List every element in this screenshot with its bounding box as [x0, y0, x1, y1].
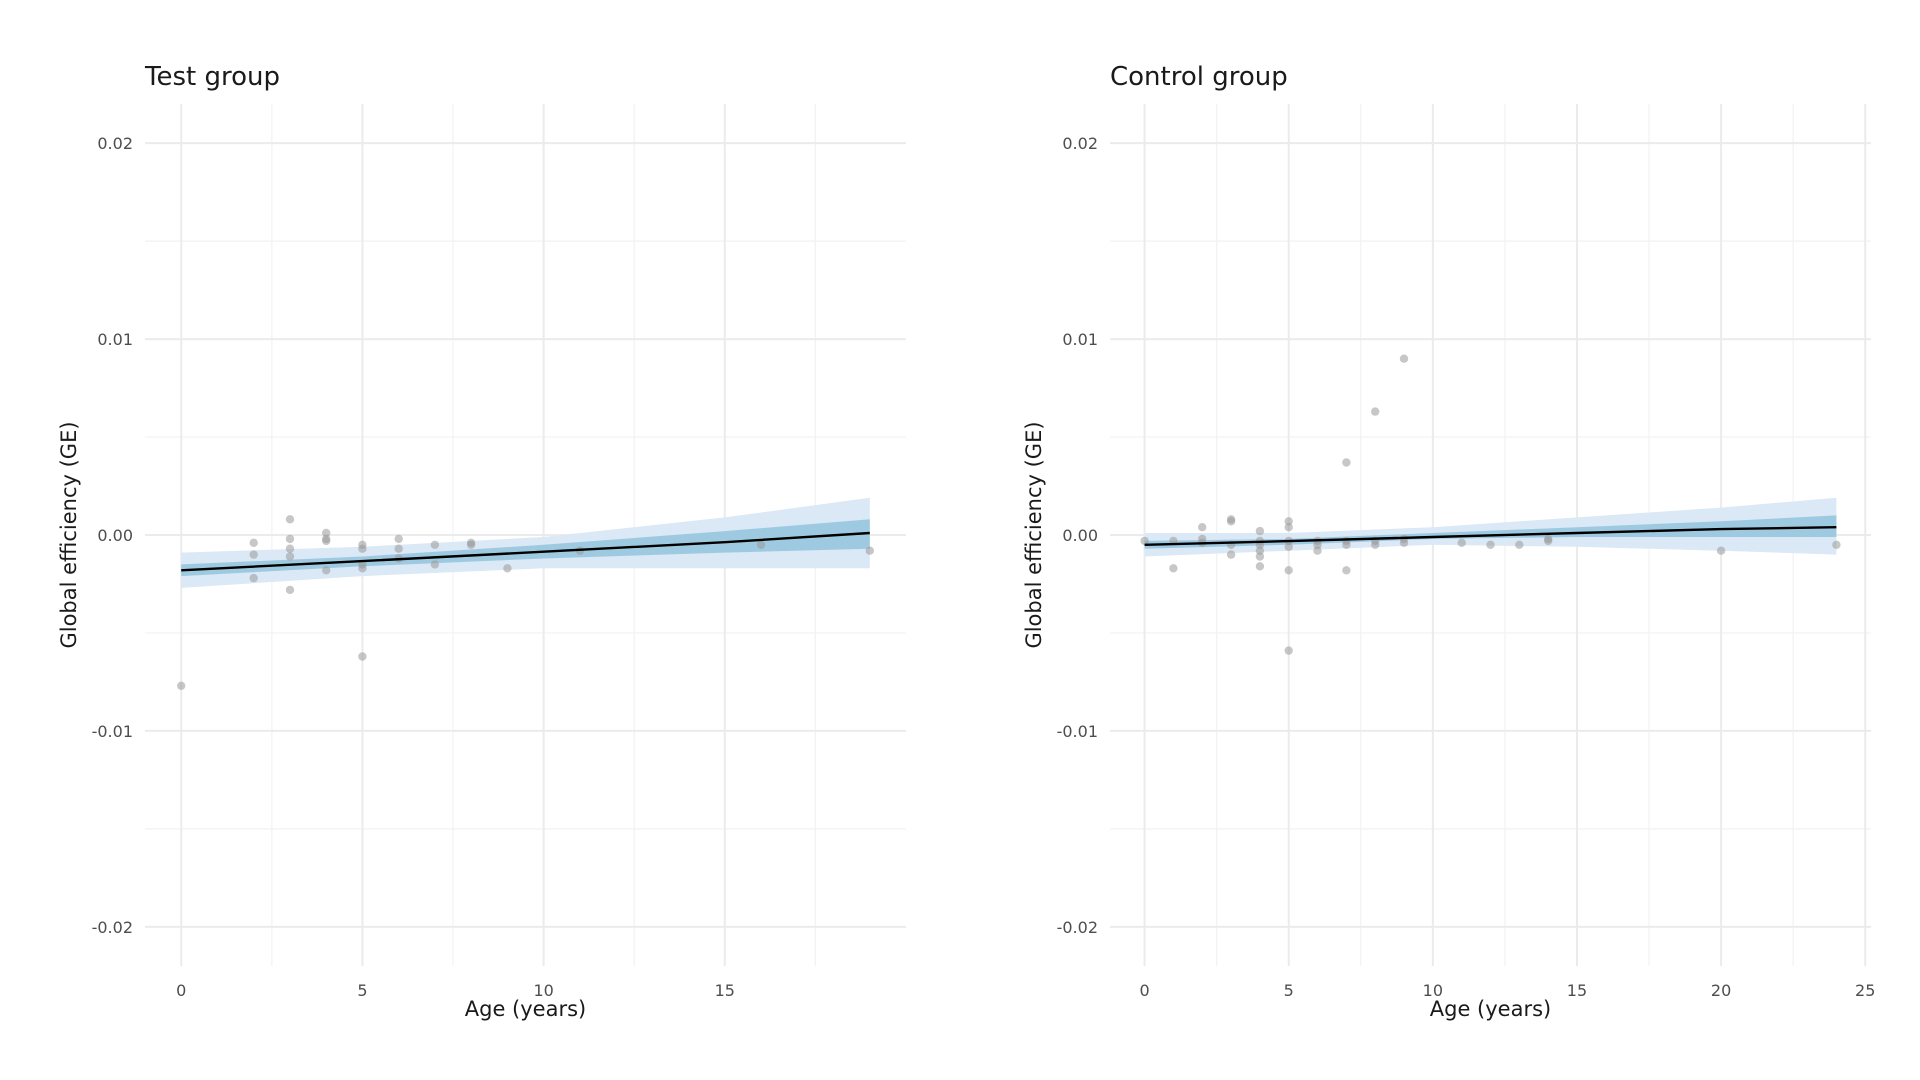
- test-group-panel: -0.02 -0.01 0.00 0.01 0.02 0 5 10 15 Age (years) G…: [57, 62, 906, 1021]
- data-point: [1342, 540, 1351, 549]
- data-point: [503, 564, 512, 573]
- y-tick-label: -0.02: [1057, 918, 1098, 937]
- y-tick-label: 0.02: [1062, 134, 1098, 153]
- data-point: [1371, 407, 1380, 416]
- y-axis-title: Global efficiency (GE): [1022, 421, 1046, 648]
- panel-title: Control group: [1110, 62, 1288, 92]
- data-point: [466, 540, 476, 549]
- data-point: [1399, 354, 1409, 363]
- data-point: [1399, 538, 1409, 547]
- fit-line: [1144, 526, 1837, 546]
- data-point: [1284, 646, 1293, 655]
- data-point: [1486, 540, 1495, 549]
- data-points: [1140, 354, 1841, 655]
- data-point: [249, 573, 258, 583]
- data-point: [322, 536, 331, 546]
- data-point: [358, 544, 367, 553]
- data-point: [394, 534, 403, 544]
- y-tick-label: 0.00: [1062, 526, 1098, 545]
- x-tick-label: 5: [357, 981, 367, 1000]
- x-axis-title: Age (years): [465, 997, 586, 1021]
- data-point: [285, 544, 295, 553]
- data-point: [394, 544, 403, 553]
- data-point: [249, 538, 258, 547]
- data-point: [1284, 542, 1293, 551]
- data-point: [1255, 526, 1265, 536]
- data-point: [1371, 540, 1380, 549]
- data-point: [1832, 540, 1841, 549]
- y-tick-label: 0.00: [97, 526, 133, 545]
- x-tick-label: 0: [176, 981, 186, 1000]
- data-point: [1716, 546, 1726, 555]
- data-point: [1284, 566, 1293, 575]
- y-tick-label: -0.01: [1057, 722, 1098, 741]
- y-tick-label: 0.02: [97, 134, 133, 153]
- data-point: [1544, 536, 1553, 546]
- data-point: [1226, 517, 1236, 526]
- x-tick-label: 10: [533, 981, 553, 1000]
- data-point: [430, 560, 440, 569]
- y-tick-label: -0.01: [92, 722, 133, 741]
- x-tick-label: 10: [1423, 981, 1443, 1000]
- data-point: [285, 534, 295, 544]
- panel-title: Test group: [144, 62, 280, 92]
- data-points: [177, 515, 874, 690]
- data-point: [1284, 523, 1293, 532]
- data-point: [285, 585, 295, 595]
- x-axis-title: Age (years): [1430, 997, 1551, 1021]
- data-point: [285, 515, 295, 524]
- data-point: [1457, 538, 1466, 547]
- data-point: [322, 566, 331, 575]
- control-group-panel: -0.02 -0.01 0.00 0.01 0.02 0 5 10 15 20 25 Age (yea…: [1022, 62, 1875, 1021]
- data-point: [1515, 540, 1524, 549]
- data-point: [358, 564, 367, 573]
- data-point: [1198, 523, 1207, 532]
- data-point: [1255, 552, 1265, 561]
- data-point: [430, 540, 440, 549]
- data-point: [249, 550, 258, 559]
- data-point: [1226, 550, 1236, 559]
- y-tick-label: 0.01: [1062, 330, 1098, 349]
- data-point: [1140, 536, 1149, 546]
- data-point: [285, 552, 295, 561]
- y-tick-label: -0.02: [92, 918, 133, 937]
- x-tick-label: 0: [1139, 981, 1149, 1000]
- x-tick-label: 25: [1855, 981, 1875, 1000]
- data-point: [358, 652, 367, 661]
- fit-line: [181, 531, 870, 572]
- x-tick-label: 15: [715, 981, 735, 1000]
- data-point: [1169, 564, 1178, 573]
- data-point: [1342, 458, 1351, 467]
- data-point: [756, 540, 766, 549]
- data-point: [1284, 517, 1293, 526]
- x-tick-label: 5: [1284, 981, 1294, 1000]
- data-point: [1313, 540, 1322, 549]
- data-point: [1255, 546, 1265, 555]
- data-point: [1313, 546, 1322, 555]
- y-axis-title: Global efficiency (GE): [57, 421, 81, 648]
- x-tick-label: 20: [1711, 981, 1731, 1000]
- data-point: [177, 681, 186, 690]
- data-point: [1255, 562, 1265, 571]
- x-tick-label: 15: [1567, 981, 1587, 1000]
- data-point: [1342, 566, 1351, 575]
- data-point: [322, 528, 331, 538]
- data-point: [865, 546, 874, 555]
- y-tick-label: 0.01: [97, 330, 133, 349]
